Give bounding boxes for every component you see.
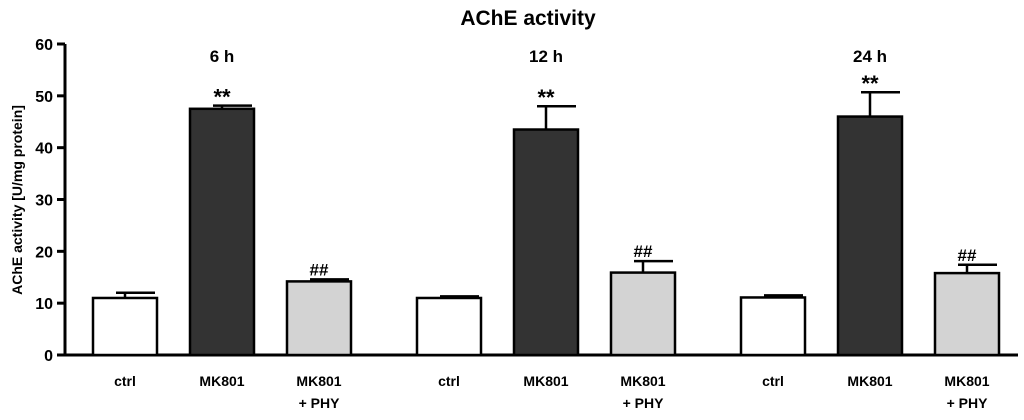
category-label: ctrl bbox=[114, 373, 136, 389]
bar bbox=[415, 296, 483, 357]
group-label: 6 h bbox=[210, 47, 235, 66]
y-tick-label: 20 bbox=[35, 244, 53, 261]
significance-annotation: ## bbox=[958, 246, 977, 265]
y-tick-label: 40 bbox=[35, 141, 53, 158]
significance-annotation: ** bbox=[213, 85, 231, 110]
significance-annotation: ## bbox=[310, 260, 329, 279]
category-label: MK801 bbox=[944, 373, 989, 389]
bar bbox=[836, 115, 904, 357]
bar bbox=[609, 271, 677, 357]
y-tick-label: 30 bbox=[35, 193, 53, 210]
significance-annotation: ## bbox=[634, 242, 653, 261]
category-label: ctrl bbox=[438, 373, 460, 389]
chart-title: AChE activity bbox=[460, 7, 596, 30]
y-ticks: 0 10 20 30 40 50 60 bbox=[35, 37, 65, 365]
bars: 6 h ctrl ** MK801 ## MK801 + PHY 12 h ctrl ** MK80… bbox=[91, 47, 1001, 411]
bar bbox=[512, 128, 580, 357]
significance-annotation: ** bbox=[537, 85, 555, 110]
category-label: MK801 bbox=[296, 373, 341, 389]
y-tick-label: 10 bbox=[35, 296, 53, 313]
y-tick-label: 60 bbox=[35, 37, 53, 54]
category-label-line2: + PHY bbox=[947, 395, 989, 411]
category-label-line2: + PHY bbox=[623, 395, 665, 411]
bar bbox=[285, 280, 353, 357]
category-label: MK801 bbox=[523, 373, 568, 389]
group-label: 24 h bbox=[853, 47, 887, 66]
bar bbox=[188, 107, 256, 357]
category-label: MK801 bbox=[620, 373, 665, 389]
category-label: MK801 bbox=[199, 373, 244, 389]
bar bbox=[933, 271, 1001, 357]
bar bbox=[739, 296, 807, 357]
category-label-line2: + PHY bbox=[299, 395, 341, 411]
y-axis-label: AChE activity [U/mg protein] bbox=[9, 105, 25, 295]
category-label: MK801 bbox=[847, 373, 892, 389]
category-label: ctrl bbox=[762, 373, 784, 389]
bar bbox=[91, 296, 159, 357]
y-tick-label: 50 bbox=[35, 89, 53, 106]
group-label: 12 h bbox=[529, 47, 563, 66]
y-tick-label: 0 bbox=[44, 348, 53, 365]
significance-annotation: ** bbox=[861, 71, 879, 96]
